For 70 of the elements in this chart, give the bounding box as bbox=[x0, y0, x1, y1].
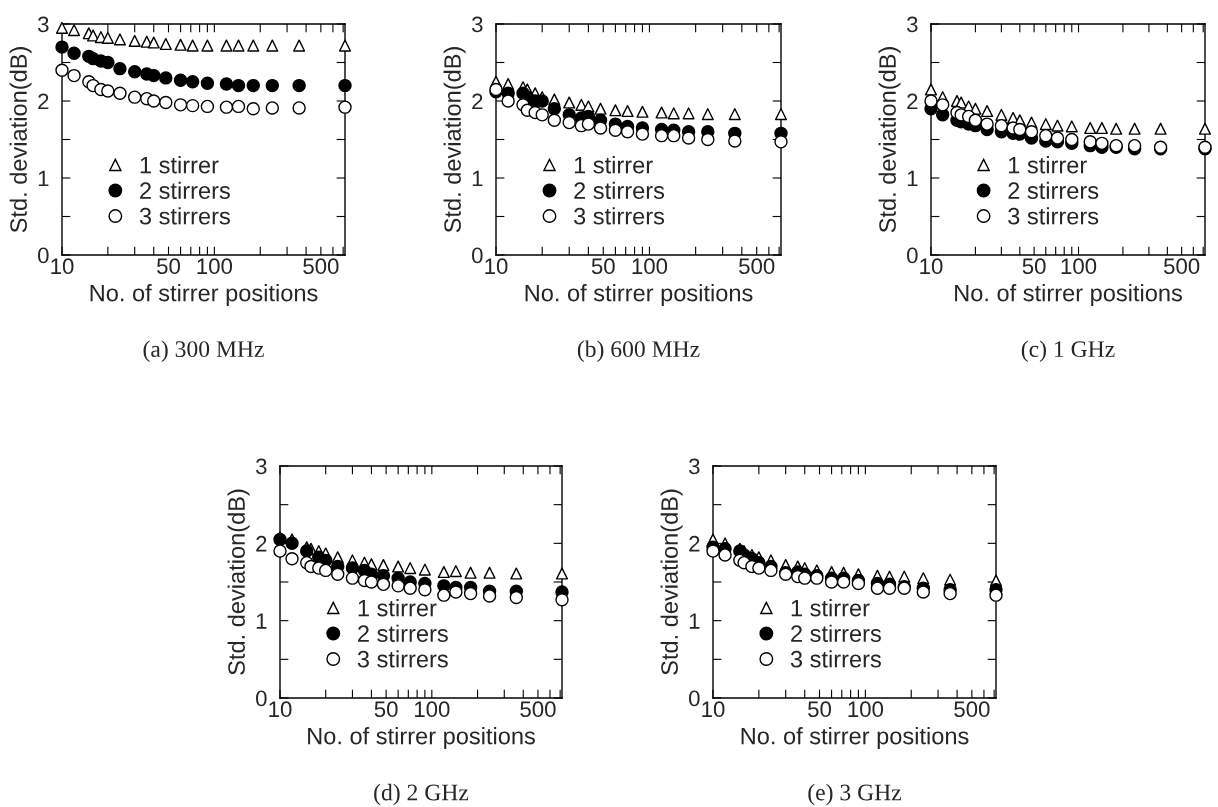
y-tick-label: 3 bbox=[688, 458, 700, 475]
legend-label: 3 stirrers bbox=[1008, 207, 1099, 225]
legend-label: 3 stirrers bbox=[357, 650, 448, 668]
y-tick-label: 3 bbox=[906, 16, 918, 33]
legend-label: 3 stirrers bbox=[574, 207, 665, 225]
y-tick-label: 0 bbox=[472, 247, 483, 264]
legend-label: 1 stirrer bbox=[791, 599, 870, 617]
x-tick-label: 100 bbox=[197, 258, 233, 275]
legend-label: 2 stirrers bbox=[1008, 181, 1099, 200]
x-tick-label: 50 bbox=[1022, 258, 1046, 275]
text: (e) 3 GHz bbox=[808, 783, 902, 806]
x-tick-label: 500 bbox=[739, 258, 775, 275]
x-tick-label: 10 bbox=[702, 701, 725, 718]
y-tick-label: 3 bbox=[255, 458, 267, 475]
x-tick-label: 500 bbox=[954, 701, 990, 718]
y-tick-label: 1 bbox=[38, 170, 49, 187]
y-tick-label: 2 bbox=[689, 535, 700, 552]
legend-label: 1 stirrer bbox=[574, 156, 653, 174]
y-tick-label: 1 bbox=[689, 613, 700, 629]
x-tick-label: 50 bbox=[591, 258, 615, 275]
y-tick-label: 1 bbox=[256, 613, 267, 629]
x-tick-label: 10 bbox=[51, 258, 74, 275]
x-tick-label: 500 bbox=[303, 258, 339, 275]
y-axis-title: Std. deviation(dB) bbox=[878, 47, 901, 233]
text: (d) 2 GHz bbox=[374, 783, 469, 806]
y-axis-title: Std. deviation(dB) bbox=[443, 47, 466, 233]
x-tick-label: 50 bbox=[374, 701, 398, 718]
x-axis-title: No. of stirrer positions bbox=[741, 727, 969, 750]
legend-label: 1 stirrer bbox=[140, 156, 219, 174]
y-tick-label: 3 bbox=[471, 16, 483, 33]
y-axis-title: Std. deviation(dB) bbox=[660, 489, 683, 675]
x-axis-title: No. of stirrer positions bbox=[90, 284, 318, 307]
x-tick-label: 500 bbox=[520, 701, 556, 718]
legend-label: 2 stirrers bbox=[140, 181, 230, 200]
y-tick-label: 2 bbox=[256, 535, 267, 552]
x-tick-label: 100 bbox=[414, 701, 450, 718]
legend-label: 3 stirrers bbox=[790, 650, 881, 668]
y-tick-label: 1 bbox=[472, 170, 483, 187]
y-tick-label: 2 bbox=[907, 93, 918, 110]
x-tick-label: 500 bbox=[1163, 258, 1200, 275]
y-axis-title: Std. deviation(dB) bbox=[9, 47, 32, 233]
y-tick-label: 2 bbox=[38, 93, 49, 110]
y-tick-label: 1 bbox=[907, 170, 918, 187]
x-axis-title: No. of stirrer positions bbox=[308, 727, 535, 750]
x-tick-label: 10 bbox=[269, 701, 292, 718]
y-tick-label: 0 bbox=[38, 247, 49, 264]
y-tick-label: 0 bbox=[689, 690, 700, 707]
x-tick-label: 50 bbox=[157, 258, 180, 275]
legend-label: 1 stirrer bbox=[358, 599, 437, 617]
x-tick-label: 100 bbox=[848, 701, 884, 718]
y-tick-label: 0 bbox=[907, 247, 918, 264]
x-tick-label: 50 bbox=[808, 701, 831, 718]
x-tick-label: 10 bbox=[920, 258, 943, 275]
text: (c) 1 GHz bbox=[1021, 340, 1115, 362]
y-tick-label: 3 bbox=[37, 16, 49, 33]
legend-label: 2 stirrers bbox=[358, 624, 448, 642]
y-tick-label: 2 bbox=[472, 93, 483, 110]
legend-label: 1 stirrer bbox=[1009, 156, 1087, 174]
x-tick-label: 100 bbox=[632, 258, 668, 275]
legend-label: 2 stirrers bbox=[791, 624, 881, 642]
x-tick-label: 100 bbox=[1061, 258, 1097, 275]
x-axis-title: No. of stirrer positions bbox=[955, 284, 1182, 307]
legend-label: 3 stirrers bbox=[139, 207, 230, 225]
text: (b) 600 MHz bbox=[577, 340, 700, 362]
legend-label: 2 stirrers bbox=[574, 181, 665, 200]
text: (a) 300 MHz bbox=[143, 340, 264, 362]
y-tick-label: 0 bbox=[256, 690, 267, 707]
y-axis-title: Std. deviation(dB) bbox=[227, 489, 250, 675]
x-tick-label: 10 bbox=[485, 258, 508, 275]
x-axis-title: No. of stirrer positions bbox=[525, 284, 753, 307]
